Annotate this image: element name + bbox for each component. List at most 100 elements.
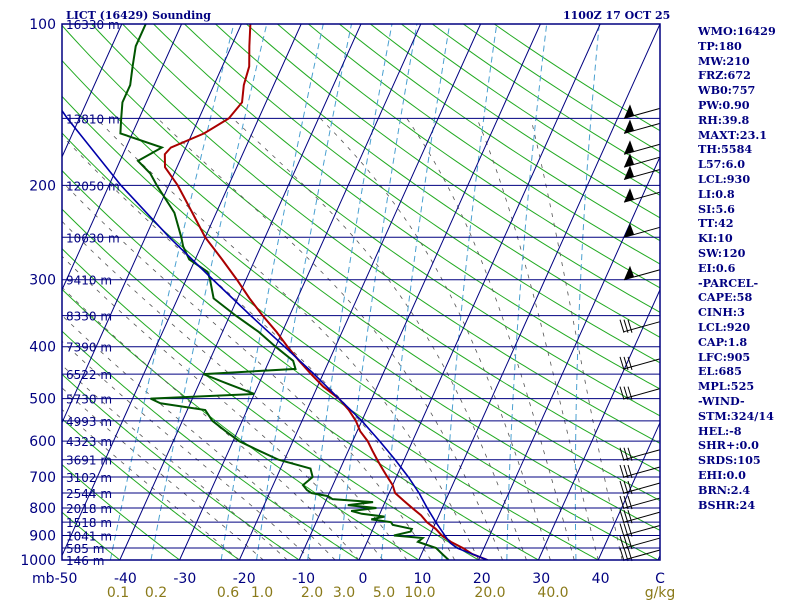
wind-barb [623,223,661,238]
barb-tick [619,319,625,333]
moist-adiabat [406,118,575,560]
barb-tick [627,356,633,371]
index-line: SHR+:0.0 [698,438,759,453]
barb-tick [627,386,633,400]
height-label: 1041 m [66,529,112,543]
barb-flag [624,265,634,280]
barb-tick [627,447,633,461]
index-line: WB0:757 [698,83,756,98]
pressure-tick-label: 200 [29,178,56,194]
barb-tick [623,510,629,524]
pressure-tick-label: 100 [29,17,56,33]
barb-staff [623,537,661,549]
barb-tick [623,523,629,537]
sounding-time: 1100Z 17 OCT 25 [563,9,671,22]
sounding-line-2 [62,109,488,560]
pressure-unit-label: mb [32,571,55,587]
barb-tick [619,495,625,510]
barb-tick [623,480,629,495]
height-label: 1518 m [66,516,112,530]
height-label: 2018 m [66,502,112,516]
mixing-ratio-line [441,24,498,560]
barb-staff [623,226,661,238]
index-line: -PARCEL- [698,275,759,290]
index-line: KI:10 [698,231,733,246]
barb-tick [627,319,633,333]
wind-barb [623,140,661,155]
mixing-ratio-tick-label: 0.1 [107,585,129,600]
wind-barb [619,495,661,510]
wind-barb [619,319,661,333]
wind-barb [623,265,661,281]
temperature-tick-label: 10 [413,571,431,587]
barb-staff [623,358,661,370]
barb-tick [623,464,629,479]
barb-staff [623,143,661,155]
isotherm [62,24,183,291]
wind-barb [623,104,661,119]
index-line: EL:685 [698,364,742,379]
pressure-tick-label: 300 [29,273,56,289]
index-line: BSHR:24 [698,497,756,512]
index-line: LFC:905 [698,349,751,364]
wind-barb [623,153,661,168]
moist-adiabat [530,118,623,560]
wind-barb [619,464,661,479]
height-label: 3691 m [66,454,112,468]
wind-barb [619,547,661,562]
wind-barb [623,165,661,180]
barb-tick [619,510,625,524]
barb-tick [623,535,629,550]
isotherm [238,24,482,560]
barb-flag [624,188,634,203]
index-line: HEL:-8 [698,423,742,438]
pressure-tick-label: 900 [29,528,56,544]
dry-adiabat [62,288,420,560]
mixing-ratio-line [338,24,418,560]
index-line: SRDS:105 [698,453,761,468]
moist-adiabat [62,408,240,560]
mixing-ratio-tick-label: 10.0 [404,585,435,600]
isotherm [358,24,601,560]
mixing-ratio-tick-label: 1.0 [251,585,273,600]
index-line: BRN:2.4 [698,482,751,497]
height-label: 4993 m [66,415,112,429]
barb-tick [619,464,625,479]
height-label: 10630 m [66,231,120,245]
temperature-tick-label: -40 [114,571,137,587]
plot-frame [61,23,661,561]
pressure-tick-label: 1000 [20,553,56,569]
index-line: LCL:930 [698,171,751,186]
mixing-ratio-line [256,24,352,560]
index-line: CAP:1.8 [698,334,748,349]
sounding-line-1 [119,24,450,560]
mixing-ratio-tick-label: 0.2 [145,585,167,600]
pressure-tick-label: 700 [29,470,56,486]
barb-staff [623,511,661,523]
moist-adiabat [476,118,599,560]
height-label: 146 m [66,554,104,568]
wind-barb [623,188,661,203]
barb-tick [619,447,625,461]
wind-barb [619,535,661,550]
moist-adiabat [62,314,336,560]
height-label: 5730 m [66,393,112,407]
barb-tick [627,547,633,562]
index-line: MAXT:23.1 [698,127,768,142]
index-line: CINH:3 [698,305,745,320]
temperature-tick-label: -20 [233,571,256,587]
index-line: PW:0.90 [698,97,750,112]
isotherm [179,24,422,560]
moist-adiabat [62,181,432,560]
temperature-tick-label: 20 [473,571,491,587]
isotherm [478,155,660,560]
isotherm [62,24,302,557]
moist-adiabat [62,220,408,560]
height-label: 2544 m [66,487,112,501]
isotherm [537,288,660,560]
pressure-tick-label: 500 [29,392,56,408]
index-line: RH:39.8 [698,112,750,127]
barb-tick [623,547,629,562]
barb-staff [623,269,661,281]
index-line: STM:324/14 [698,408,774,423]
